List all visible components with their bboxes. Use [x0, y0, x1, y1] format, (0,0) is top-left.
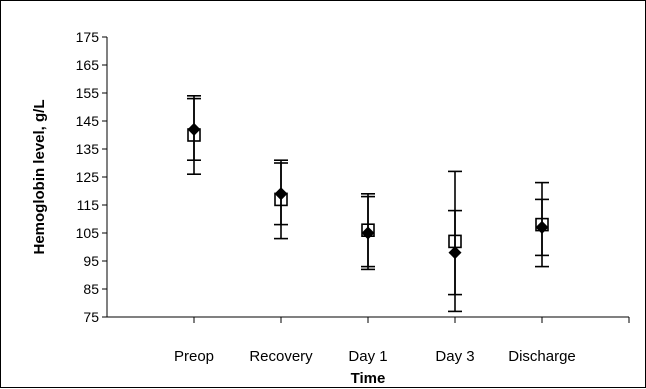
series-2	[187, 95, 549, 313]
x-tick-label: Discharge	[508, 348, 576, 365]
y-tick-label: 115	[77, 197, 100, 213]
y-axis-label: Hemoglobin level, g/L	[31, 99, 48, 254]
data-point-square	[274, 192, 288, 207]
y-tick-label: 135	[76, 141, 100, 157]
y-tick-label: 145	[76, 113, 100, 129]
y-ticks: 75 85 95 105 115 125 135 145 155 165 175	[76, 29, 107, 325]
x-tick-label: Preop	[174, 348, 214, 365]
markers-series-2	[187, 128, 549, 249]
y-tick-label: 95	[83, 253, 99, 269]
axes	[106, 37, 629, 318]
markers-series-1	[187, 122, 549, 260]
x-tick-label: Recovery	[249, 348, 313, 365]
data-point-square	[361, 223, 375, 237]
data-point-square	[448, 234, 462, 249]
data-point-square	[187, 128, 201, 142]
data-point-diamond	[448, 246, 462, 260]
x-tick-label: Day 1	[348, 348, 387, 365]
y-tick-label: 165	[76, 57, 100, 73]
y-tick-label: 155	[76, 85, 100, 101]
data-point-square	[535, 217, 549, 232]
y-tick-label: 175	[76, 29, 100, 45]
x-axis-label: Time	[351, 370, 386, 387]
y-tick-label: 125	[76, 169, 100, 185]
series-layer	[187, 95, 549, 313]
y-tick-label: 105	[76, 225, 100, 241]
y-tick-label: 85	[83, 281, 99, 297]
y-tick-label: 75	[83, 309, 99, 325]
x-tick-label: Day 3	[435, 348, 474, 365]
data-point-diamond	[535, 220, 549, 234]
data-point-diamond	[361, 226, 375, 240]
x-ticks: Preop Recovery Day 1 Day 3 Discharge	[174, 317, 630, 365]
